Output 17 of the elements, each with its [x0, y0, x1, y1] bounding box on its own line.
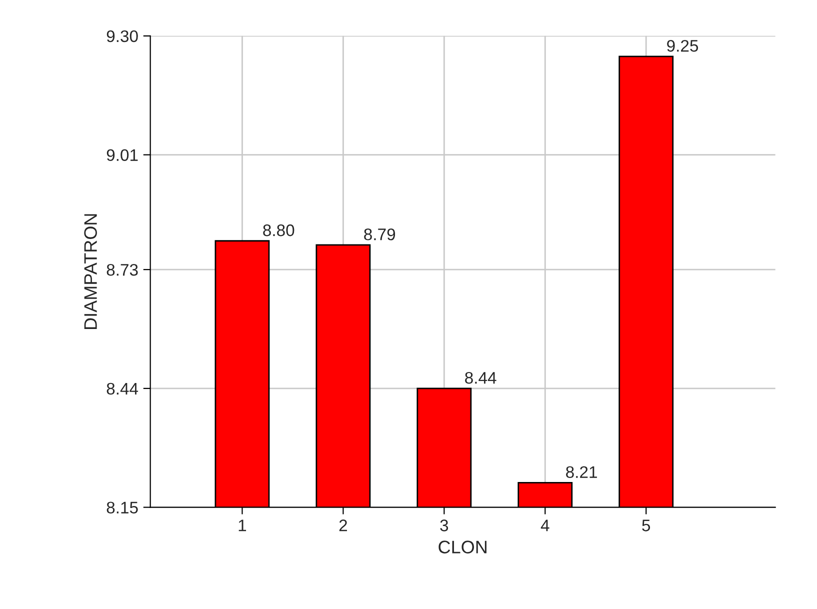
- x-tick-label: 4: [540, 520, 550, 532]
- data-label: 8.79: [364, 228, 396, 240]
- y-tick-label: 8.15: [106, 502, 138, 514]
- x-tick-label: 3: [440, 520, 448, 532]
- x-tick-label: 5: [642, 520, 650, 532]
- y-axis-title: DIAMPATRON: [84, 214, 97, 329]
- x-tick-label: 2: [339, 520, 347, 532]
- y-tick-label: 9.30: [106, 30, 138, 42]
- data-label: 8.21: [566, 466, 597, 478]
- y-tick-label: 8.73: [106, 264, 138, 276]
- data-label: 9.25: [667, 40, 698, 52]
- y-tick-label: 9.01: [106, 149, 138, 161]
- x-tick-label: 1: [238, 520, 246, 532]
- data-label: 8.80: [263, 224, 294, 236]
- data-label: 8.44: [465, 372, 496, 384]
- x-axis-title: CLON: [438, 540, 486, 554]
- y-tick-label: 8.44: [106, 382, 138, 395]
